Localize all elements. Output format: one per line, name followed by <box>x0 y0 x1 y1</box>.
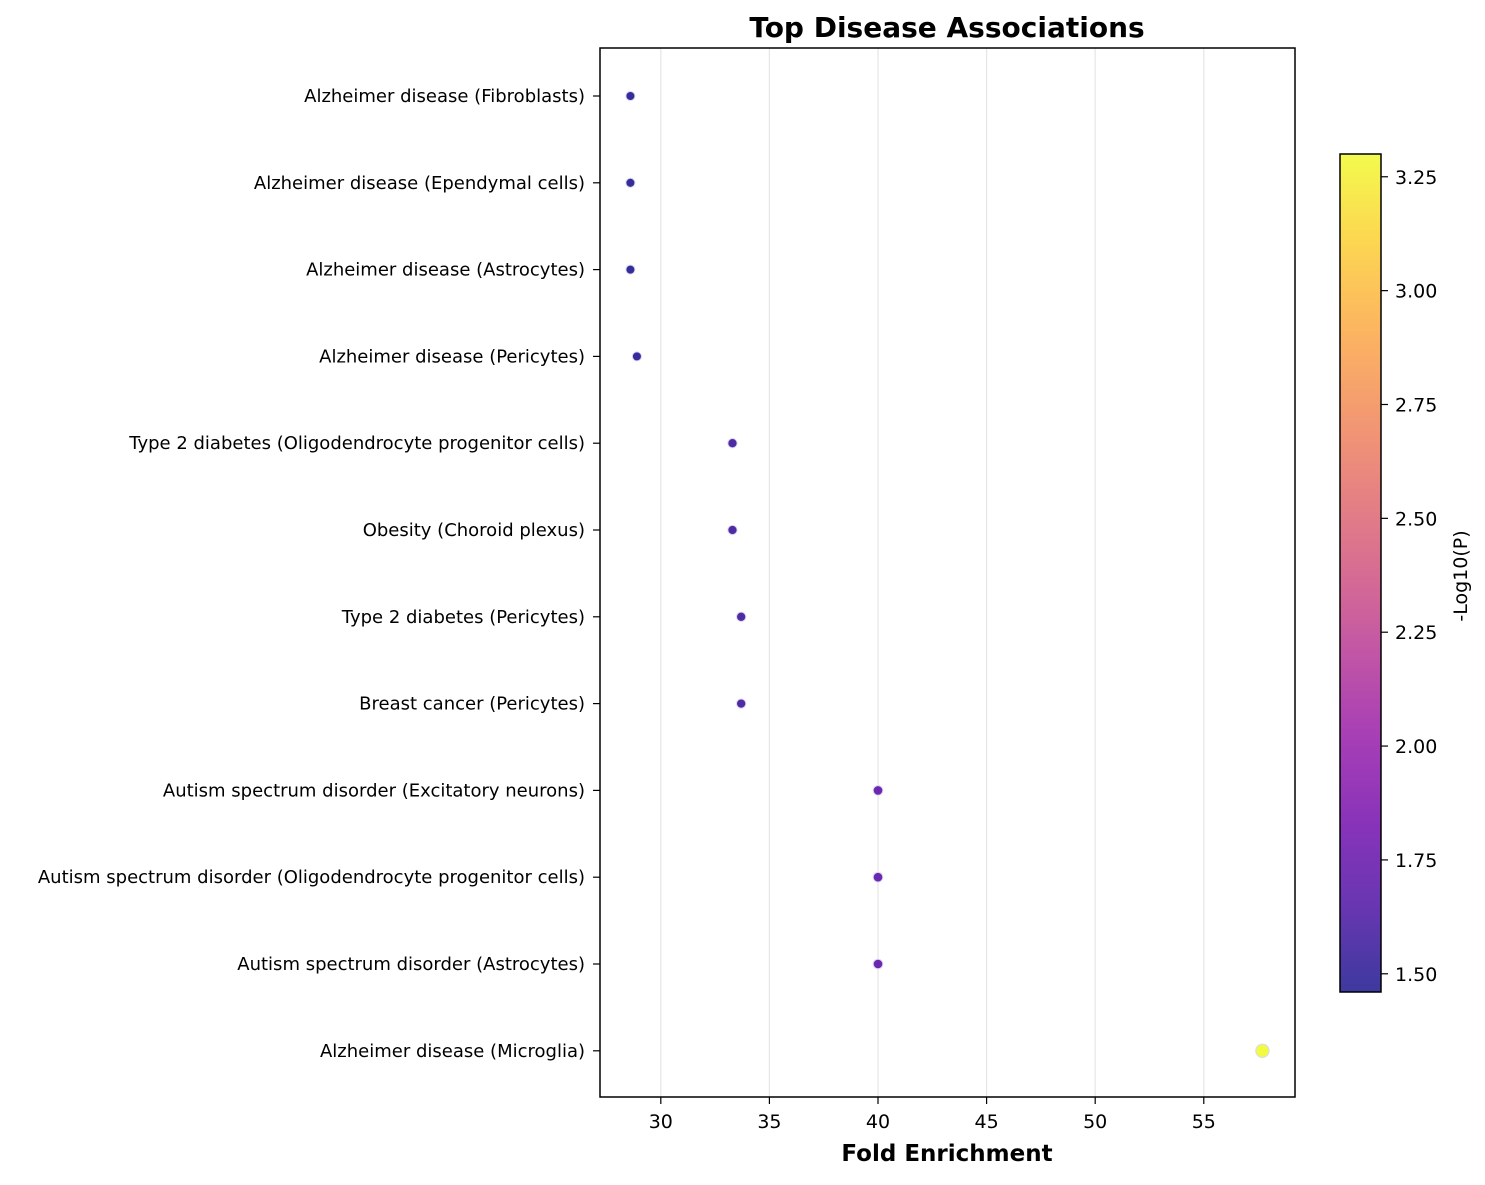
data-point <box>1255 1043 1270 1059</box>
colorbar-tick-label: 2.25 <box>1395 622 1437 644</box>
data-point <box>872 785 884 796</box>
y-tick-label: Alzheimer disease (Fibroblasts) <box>304 86 585 107</box>
y-tick-label: Alzheimer disease (Pericytes) <box>319 346 585 367</box>
colorbar-tick-label: 3.25 <box>1395 167 1437 189</box>
y-tick-label: Alzheimer disease (Astrocytes) <box>306 260 585 281</box>
data-point <box>625 264 636 275</box>
colorbar <box>1339 153 1382 993</box>
y-tick-label: Autism spectrum disorder (Excitatory neu… <box>163 780 585 801</box>
chart-title: Top Disease Associations <box>749 11 1144 44</box>
x-tick-label: 50 <box>1083 1111 1107 1133</box>
y-tick-label: Type 2 diabetes (Pericytes) <box>341 607 585 628</box>
data-point <box>872 958 884 970</box>
y-tick-label: Alzheimer disease (Microglia) <box>320 1041 585 1062</box>
data-point <box>631 351 642 362</box>
data-point <box>727 438 738 449</box>
plot-frame <box>599 47 1296 1098</box>
data-point <box>625 90 636 102</box>
x-tick-label: 45 <box>975 1111 999 1133</box>
data-point <box>727 524 738 536</box>
data-point <box>625 177 636 188</box>
x-tick-label: 30 <box>649 1111 673 1133</box>
colorbar-tick-label: 2.50 <box>1395 508 1437 530</box>
colorbar-label: -Log10(P) <box>1450 530 1472 621</box>
colorbar-tick-label: 2.75 <box>1395 394 1437 416</box>
grid-lines <box>660 48 1205 1097</box>
y-tick-label: Breast cancer (Pericytes) <box>359 694 585 715</box>
data-points <box>625 90 1270 1059</box>
data-point <box>736 698 747 709</box>
x-tick-label: 35 <box>757 1111 781 1133</box>
colorbar-tick-label: 3.00 <box>1395 281 1437 303</box>
colorbar-tick-label: 2.00 <box>1395 736 1437 758</box>
data-point <box>872 871 884 883</box>
y-tick-label: Autism spectrum disorder (Oligodendrocyt… <box>38 867 585 888</box>
colorbar-tick-label: 1.75 <box>1395 850 1437 872</box>
y-tick-label: Obesity (Choroid plexus) <box>363 520 585 541</box>
data-point <box>736 611 747 622</box>
y-tick-label: Autism spectrum disorder (Astrocytes) <box>237 954 585 975</box>
x-tick-label: 40 <box>866 1111 890 1133</box>
y-axis-ticks: Alzheimer disease (Fibroblasts) Alzheimer… <box>38 86 600 1062</box>
x-axis-ticks: 30 35 40 45 50 55 <box>649 1097 1216 1133</box>
x-axis-label: Fold Enrichment <box>841 1141 1052 1167</box>
colorbar-ticks: 1.50 1.75 2.00 2.25 2.50 2.75 3.00 3.25 <box>1381 167 1437 986</box>
colorbar-tick-label: 1.50 <box>1395 964 1437 986</box>
y-tick-label: Type 2 diabetes (Oligodendrocyte progeni… <box>128 433 585 454</box>
y-tick-label: Alzheimer disease (Ependymal cells) <box>254 173 585 194</box>
x-tick-label: 55 <box>1192 1111 1216 1133</box>
